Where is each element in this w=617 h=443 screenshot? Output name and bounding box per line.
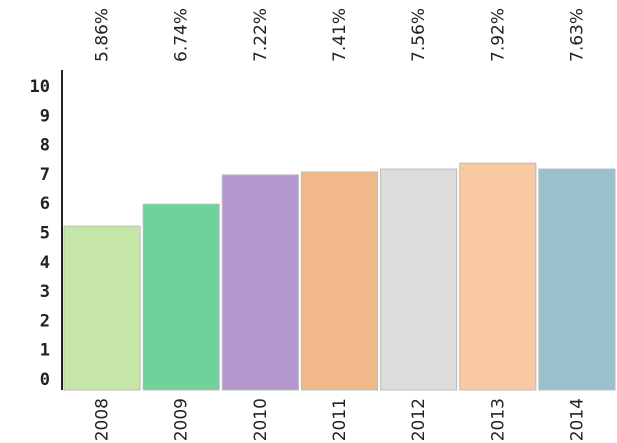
- y-tick-label: 3: [40, 282, 50, 302]
- bar: [380, 168, 458, 391]
- bar: [300, 171, 379, 391]
- annotation: 7.63%: [567, 8, 587, 62]
- x-tick-label: 2010: [251, 398, 271, 441]
- bar: [142, 203, 220, 391]
- x-tick-label: 2011: [330, 398, 350, 441]
- x-tick-label: 2008: [93, 398, 113, 441]
- y-tick-label: 7: [40, 165, 50, 185]
- x-tick-label: 2012: [409, 398, 429, 441]
- annotation: 7.92%: [488, 8, 508, 62]
- annotation: 6.74%: [172, 8, 192, 62]
- y-tick-label: 5: [40, 224, 50, 244]
- y-tick-label: 1: [40, 341, 50, 361]
- y-tick-label: 9: [40, 106, 50, 126]
- y-tick-label: 6: [40, 194, 50, 214]
- x-tick-label: 2009: [172, 398, 192, 441]
- x-tick-label: 2013: [488, 398, 508, 441]
- bar: [63, 225, 141, 391]
- x-tick-label: 2014: [567, 398, 587, 441]
- y-tick-label: 2: [40, 311, 50, 331]
- y-tick-label: 10: [30, 77, 50, 97]
- bar: [459, 162, 537, 391]
- y-tick-label: 4: [40, 253, 50, 273]
- y-tick-label: 8: [40, 136, 50, 156]
- bar: [538, 168, 616, 391]
- annotation: 7.22%: [251, 8, 271, 62]
- annotation: 5.86%: [93, 8, 113, 62]
- annotation: 7.56%: [409, 8, 429, 62]
- annotation: 7.41%: [330, 8, 350, 62]
- bar: [221, 174, 299, 391]
- y-tick-label: 0: [40, 370, 50, 390]
